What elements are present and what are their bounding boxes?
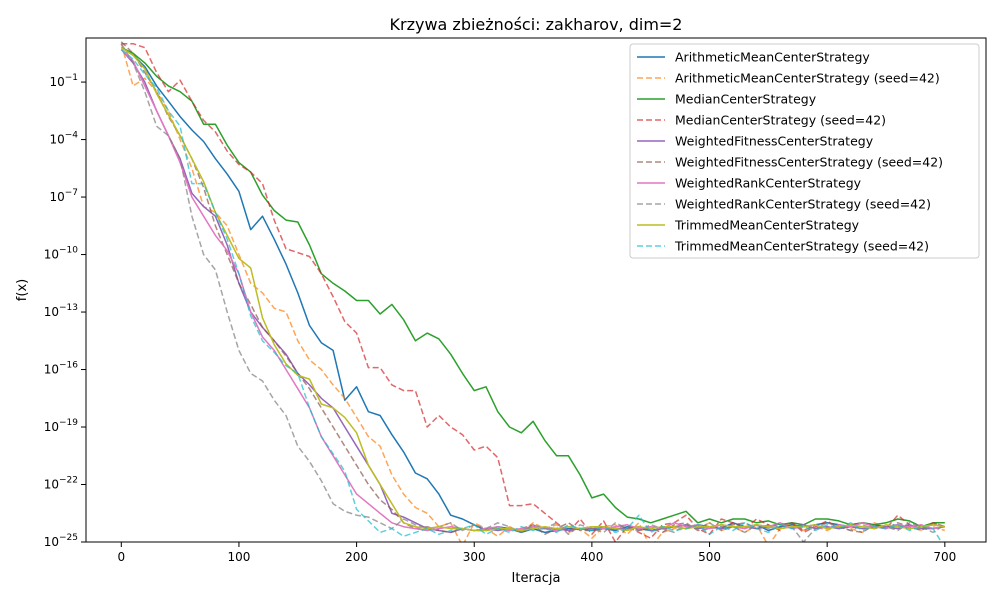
y-axis-ticks: 10−1 10−4 10−7 10−10 10−13 10−16 10−19 10−22 10−… xyxy=(44,73,86,549)
legend-label: ArithmeticMeanCenterStrategy xyxy=(675,50,870,65)
y-tick-label: 10−22 xyxy=(44,476,78,492)
y-axis-label: f(x) xyxy=(15,279,30,301)
y-tick-label: 10−19 xyxy=(44,418,79,434)
legend: ArithmeticMeanCenterStrategy ArithmeticMe… xyxy=(629,43,980,259)
x-tick-label: 400 xyxy=(580,550,603,564)
series-layer xyxy=(120,41,946,542)
x-axis-ticks: 0 100 200 300 400 500 600 700 xyxy=(117,542,956,564)
legend-frame xyxy=(629,43,980,259)
x-tick-label: 500 xyxy=(698,550,721,564)
y-tick-label: 10−25 xyxy=(44,533,78,549)
x-tick-label: 0 xyxy=(117,550,125,564)
x-tick-label: 600 xyxy=(816,550,839,564)
series-line-10 xyxy=(120,48,943,542)
series-line-2 xyxy=(120,43,946,542)
legend-label: TrimmedMeanCenterStrategy xyxy=(674,218,860,233)
series-line-3 xyxy=(120,46,945,528)
plot-area xyxy=(85,37,987,543)
y-tick-label: 10−13 xyxy=(44,303,78,319)
y-tick-label: 10−16 xyxy=(44,361,79,377)
x-tick-label: 200 xyxy=(345,550,368,564)
series-line-4 xyxy=(121,42,946,542)
x-tick-label: 100 xyxy=(227,550,250,564)
x-tick-label: 700 xyxy=(933,550,956,564)
chart-title: Krzywa zbieżności: zakharov, dim=2 xyxy=(390,15,683,34)
y-tick-label: 10−4 xyxy=(49,131,78,147)
x-axis-label: Iteracja xyxy=(512,571,561,586)
legend-label: WeightedRankCenterStrategy (seed=42) xyxy=(675,197,931,212)
x-tick-label: 300 xyxy=(463,550,486,564)
y-tick-label: 10−1 xyxy=(49,73,78,89)
legend-label: MedianCenterStrategy (seed=42) xyxy=(675,113,886,128)
plot-frame xyxy=(85,37,987,543)
legend-label: WeightedRankCenterStrategy xyxy=(675,176,862,191)
legend-label: TrimmedMeanCenterStrategy (seed=42) xyxy=(674,239,929,254)
series-line-9 xyxy=(120,46,945,532)
legend-label: ArithmeticMeanCenterStrategy (seed=42) xyxy=(675,71,940,86)
legend-label: MedianCenterStrategy xyxy=(675,92,817,107)
y-tick-label: 10−7 xyxy=(49,188,78,204)
y-tick-label: 10−10 xyxy=(44,246,79,262)
legend-label: WeightedFitnessCenterStrategy (seed=42) xyxy=(675,155,943,170)
legend-label: WeightedFitnessCenterStrategy xyxy=(675,134,874,149)
